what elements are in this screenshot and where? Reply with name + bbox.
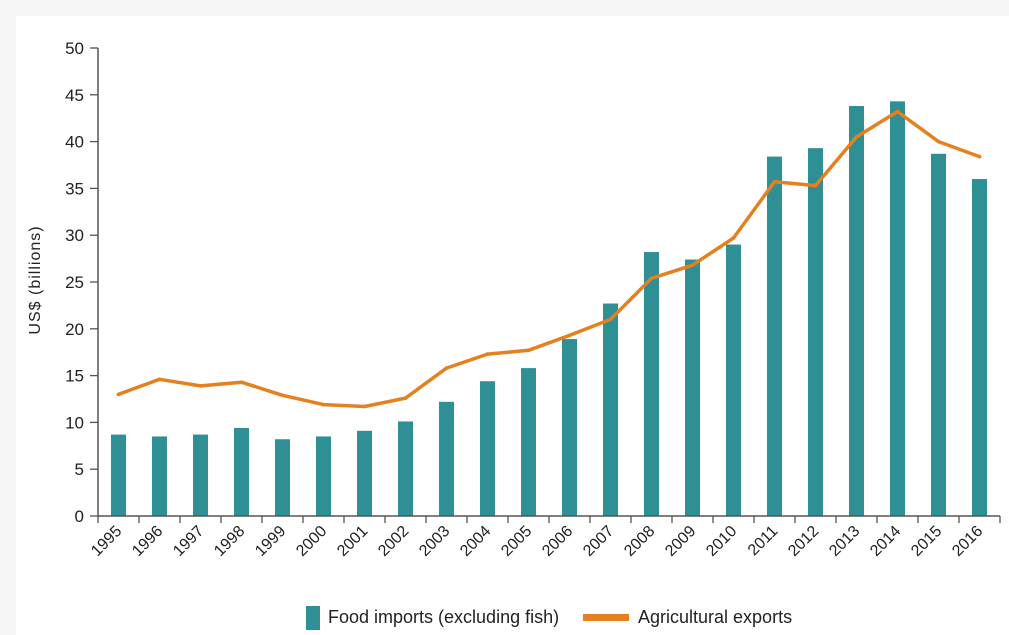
bar-food-imports-2014: [890, 101, 905, 517]
point-agricultural-exports-2016: [977, 154, 982, 159]
x-tick-label: 2009: [662, 523, 699, 560]
bar-food-imports-2012: [808, 148, 823, 517]
bar-food-imports-2006: [562, 339, 577, 516]
point-agricultural-exports-2010: [731, 236, 736, 240]
bar-food-imports-2015: [931, 153, 946, 516]
x-tick-label: 1999: [252, 523, 289, 560]
point-agricultural-exports-2004: [485, 352, 490, 356]
x-tick-label: 2006: [539, 523, 576, 560]
bar-food-imports-2005: [521, 368, 536, 516]
bar-food-imports-1999: [275, 439, 290, 516]
legend-label-food-imports: Food imports (excluding fish): [328, 607, 559, 627]
x-tick-label: 2003: [416, 523, 453, 560]
y-tick-label: 30: [65, 226, 84, 245]
point-agricultural-exports-2003: [444, 366, 449, 370]
line-layer: [116, 109, 982, 409]
y-tick-label: 0: [75, 507, 84, 526]
bar-food-imports-2013: [849, 106, 864, 517]
x-tick-label: 2011: [745, 523, 781, 559]
point-agricultural-exports-2007: [608, 317, 613, 322]
line-agricultural-exports: [116, 109, 982, 409]
x-tick-label: 2001: [334, 523, 371, 560]
y-tick-label: 45: [65, 86, 84, 105]
point-agricultural-exports-2001: [362, 404, 367, 409]
point-agricultural-exports-1998: [239, 380, 244, 384]
y-tick-label: 25: [65, 273, 84, 292]
x-tick-label: 2015: [908, 523, 945, 560]
y-tick-label: 20: [65, 320, 84, 339]
x-tick-label: 2014: [867, 523, 904, 560]
point-agricultural-exports-2005: [526, 348, 531, 353]
point-agricultural-exports-2009: [690, 263, 695, 267]
bar-food-imports-2004: [480, 381, 495, 516]
x-tick-label: 1998: [211, 523, 248, 560]
bar-food-imports-2001: [357, 430, 372, 516]
point-agricultural-exports-2008: [649, 276, 654, 281]
bar-food-imports-2003: [439, 401, 454, 516]
bar-food-imports-2008: [644, 252, 659, 516]
x-tick-label: 1995: [88, 523, 125, 560]
point-agricultural-exports-1995: [116, 392, 121, 397]
y-tick-label: 10: [65, 413, 84, 432]
x-tick-label: 2005: [498, 523, 535, 560]
x-tick-label: 1996: [129, 523, 166, 560]
point-agricultural-exports-2013: [854, 135, 859, 139]
bars-layer: [111, 101, 987, 517]
y-tick-label: 35: [65, 179, 84, 198]
x-tick-label: 2007: [580, 523, 617, 560]
y-tick-label: 50: [65, 39, 84, 58]
point-agricultural-exports-2011: [772, 180, 777, 184]
bar-food-imports-1996: [152, 436, 167, 516]
bar-food-imports-2002: [398, 421, 413, 516]
x-tick-label: 2012: [785, 523, 822, 560]
bar-food-imports-1997: [193, 434, 208, 516]
point-agricultural-exports-1997: [198, 384, 203, 388]
point-agricultural-exports-2006: [567, 333, 572, 338]
bar-food-imports-2000: [316, 436, 331, 516]
chart-panel: [16, 16, 1009, 635]
bar-food-imports-2009: [685, 259, 700, 516]
point-agricultural-exports-2002: [403, 396, 408, 400]
legend-swatch-agricultural-exports: [583, 614, 629, 621]
legend: Food imports (excluding fish) Agricultur…: [306, 606, 792, 630]
y-tick-label: 15: [65, 367, 84, 386]
bar-food-imports-2011: [767, 156, 782, 517]
legend-label-agricultural-exports: Agricultural exports: [638, 607, 792, 627]
point-agricultural-exports-2012: [813, 183, 818, 188]
bar-food-imports-2016: [972, 179, 987, 517]
point-agricultural-exports-1996: [157, 377, 162, 382]
x-tick-label: 2004: [457, 523, 494, 560]
x-tick-label: 2016: [949, 523, 986, 560]
x-tick-label: 2002: [375, 523, 412, 560]
bar-food-imports-2007: [603, 303, 618, 516]
y-tick-label: 5: [75, 460, 84, 479]
x-tick-label: 1997: [170, 523, 207, 560]
bar-food-imports-1995: [111, 434, 126, 516]
point-agricultural-exports-2000: [321, 402, 326, 407]
point-agricultural-exports-2014: [895, 109, 900, 114]
legend-swatch-food-imports: [306, 606, 320, 630]
x-tick-label: 2008: [621, 523, 658, 560]
point-agricultural-exports-1999: [280, 393, 285, 398]
bar-food-imports-2010: [726, 244, 741, 516]
bar-food-imports-1998: [234, 428, 249, 516]
point-agricultural-exports-2015: [936, 139, 941, 144]
x-tick-label: 2010: [703, 523, 740, 560]
x-tick-label: 2013: [826, 523, 863, 560]
y-axis-title: US$ (billions): [27, 225, 44, 334]
x-tick-label: 2000: [293, 523, 330, 560]
y-tick-label: 40: [65, 133, 84, 152]
